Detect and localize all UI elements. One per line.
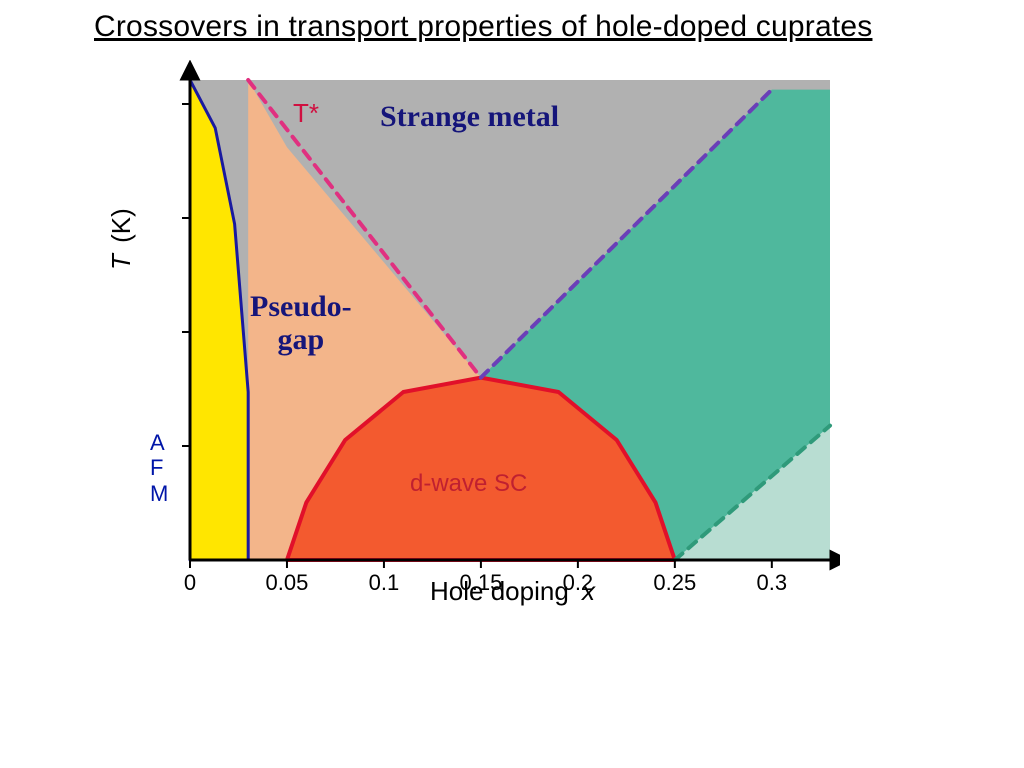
dwave-sc-label: d-wave SC: [410, 470, 527, 498]
pseudogap-label: Pseudo- gap: [250, 290, 352, 356]
strange-metal-label: Strange metal: [380, 100, 559, 134]
page-title: Crossovers in transport properties of ho…: [94, 10, 994, 44]
x-axis-label: Hole doping x: [430, 576, 595, 607]
y-axis-label: T (K): [106, 208, 137, 270]
phase-diagram: [140, 60, 840, 620]
x-tick-label: 0.25: [645, 570, 705, 596]
tstar-label: T*: [293, 98, 319, 129]
x-tick-label: 0.3: [742, 570, 802, 596]
x-tick-label: 0.05: [257, 570, 317, 596]
x-tick-label: 0.1: [354, 570, 414, 596]
x-tick-label: 0: [160, 570, 220, 596]
